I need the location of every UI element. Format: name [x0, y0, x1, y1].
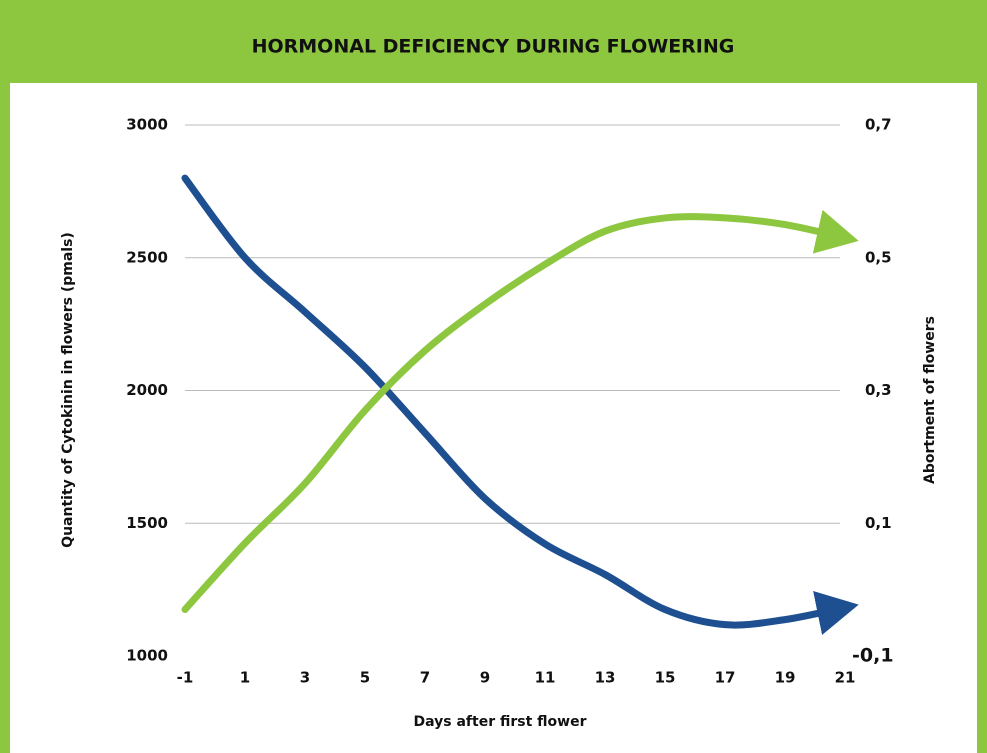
x-tick-label: 7	[420, 669, 430, 687]
x-tick-label: 17	[715, 669, 736, 687]
y2-axis-label: Abortment of flowers	[922, 316, 938, 484]
x-tick-label: 21	[835, 669, 856, 687]
y-tick-label: 1000	[126, 647, 168, 665]
x-tick-label: 3	[300, 669, 310, 687]
panel	[10, 83, 977, 753]
x-tick-label: 11	[535, 669, 556, 687]
y-tick-label: 2000	[126, 381, 168, 399]
x-tick-label: 9	[480, 669, 490, 687]
x-tick-label: -1	[177, 669, 194, 687]
y2-tick-label: 0,5	[865, 248, 892, 266]
x-tick-label: 13	[595, 669, 616, 687]
x-tick-label: 15	[655, 669, 676, 687]
y2-tick-label: 0,3	[865, 381, 892, 399]
y2-tick-label: 0,1	[865, 514, 892, 532]
series-line	[181, 174, 859, 635]
y-axis-label: Quantity of Cytokinin in flowers (pmals)	[60, 232, 76, 548]
y2-tick-label: -0,1	[852, 645, 894, 667]
series-line	[181, 209, 859, 614]
y-tick-label: 1500	[126, 514, 168, 532]
y-tick-label: 2500	[126, 248, 168, 266]
y-tick-label: 3000	[126, 116, 168, 134]
x-tick-label: 19	[775, 669, 796, 687]
y2-tick-label: 0,7	[865, 116, 892, 134]
x-axis-label: Days after first flower	[414, 714, 587, 730]
chart-title: HORMONAL DEFICIENCY DURING FLOWERING	[252, 36, 735, 58]
x-tick-label: 5	[360, 669, 370, 687]
x-tick-label: 1	[240, 669, 250, 687]
